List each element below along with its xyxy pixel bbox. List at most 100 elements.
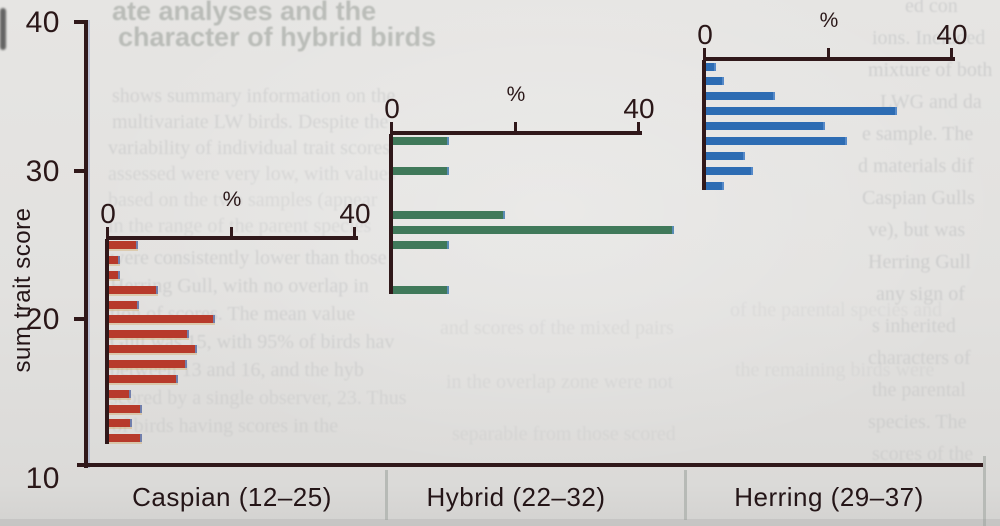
histogram-bar: [109, 315, 215, 323]
ghost-text-fragment: s inherited: [872, 315, 956, 337]
ghost-text-fragment: multivariate LW birds. Despite the: [112, 111, 389, 133]
page-edge-smudge: [0, 8, 6, 50]
ghost-text-fragment: species. The: [868, 411, 967, 433]
ghost-text-fragment: in the overlap zone were not: [446, 371, 674, 393]
y-axis-tick-label: 20: [25, 303, 60, 336]
ghost-text-fragment: scores of the: [872, 443, 974, 465]
histogram-bar: [109, 434, 142, 442]
histogram-bar: [393, 167, 449, 175]
y-axis-line: [84, 20, 88, 468]
histogram-bar: [109, 301, 139, 309]
ghost-text-fragment: shows summary information on the: [112, 85, 396, 107]
histogram-bar: [109, 390, 131, 398]
histogram-bar: [109, 345, 197, 353]
histogram-bar: [109, 405, 142, 413]
y-axis-tick: [74, 169, 86, 173]
percent-axis-unit-label: %: [819, 9, 839, 32]
ghost-text-fragment: and scores of the mixed pairs: [440, 317, 674, 339]
ghost-text-fragment: ate analyses and the: [112, 0, 377, 26]
ghost-text-fragment: were consistently lower than those: [110, 247, 387, 269]
percent-axis-tick: [514, 122, 517, 133]
histogram-bar: [706, 77, 724, 85]
y-axis-tick-label: 10: [25, 462, 60, 495]
ghost-text-fragment: e sample. The: [862, 123, 974, 145]
histogram-bar: [706, 167, 753, 175]
ghost-text-fragment: the remaining birds were: [735, 359, 935, 381]
percent-axis-line: [390, 131, 642, 135]
percent-axis-line: [106, 236, 358, 240]
percent-axis-zero-label: 0: [100, 198, 116, 229]
percent-axis-tick: [230, 227, 233, 238]
ghost-text-fragment: any sign of: [876, 283, 965, 305]
scan-bottom-edge: [0, 519, 1000, 526]
histogram-spine: [389, 134, 393, 294]
group-separator: [684, 470, 687, 520]
ghost-text-fragment: Herring Gull: [868, 251, 971, 273]
ghost-text-fragment: character of hybrid birds: [118, 22, 437, 52]
y-axis-tick-label: 40: [25, 6, 60, 39]
ghost-text-fragment: separable from those scored: [452, 423, 676, 445]
histogram-bar: [706, 137, 847, 145]
group-label: Hybrid (22–32): [426, 482, 606, 512]
histogram-bar: [109, 375, 178, 383]
histogram-bar: [706, 182, 724, 190]
figure-right-edge: [983, 456, 986, 526]
percent-axis-tick: [106, 227, 109, 238]
percent-axis-unit-label: %: [222, 188, 242, 211]
percent-axis-tick: [950, 48, 953, 59]
group-label: Herring (29–37): [734, 482, 924, 512]
histogram-spine: [105, 239, 109, 444]
histogram-bar: [393, 211, 505, 219]
ghost-text-fragment: scored by a single observer, 23. Thus: [110, 387, 407, 409]
histogram-bar: [706, 63, 716, 71]
ghost-text-fragment: mixture of both: [868, 59, 993, 81]
group-label: Caspian (12–25): [132, 482, 332, 512]
ghost-text-fragment: d materials dif: [858, 155, 974, 177]
percent-axis-tick: [827, 48, 830, 59]
histogram-bar: [109, 286, 158, 294]
histogram-bar: [109, 360, 187, 368]
histogram-bar: [109, 419, 132, 427]
histogram-bar: [109, 330, 189, 338]
histogram-bar: [393, 137, 449, 145]
histogram-bar: [109, 271, 120, 279]
ghost-text-fragment: of birds having scores in the: [112, 415, 339, 437]
percent-axis-tick: [390, 122, 393, 133]
ghost-text-fragment: of the parental species and: [730, 299, 943, 321]
histogram-spine: [702, 60, 706, 190]
ghost-text-fragment: the parental: [872, 379, 966, 401]
histogram-bar: [393, 226, 674, 234]
percent-axis-tick: [353, 227, 356, 238]
y-axis-tick-label: 30: [25, 155, 60, 188]
ghost-text-fragment: assessed were very low, with values: [108, 163, 396, 185]
percent-axis-unit-label: %: [506, 83, 526, 106]
percent-axis-max-label: 40: [936, 19, 968, 50]
y-axis-tick: [74, 20, 86, 24]
ghost-text-fragment: characters of: [868, 347, 971, 369]
histogram-bar: [109, 256, 120, 264]
ghost-text-fragment: Caspian Gulls: [862, 187, 975, 209]
histogram-bar: [393, 241, 449, 249]
percent-axis-tick: [703, 48, 706, 59]
ghost-text-fragment: variability of individual trait scores: [108, 137, 391, 159]
y-axis-title: sum trait score: [9, 207, 36, 373]
histogram-bar: [706, 152, 745, 160]
histogram-bar: [706, 92, 775, 100]
percent-axis-zero-label: 0: [384, 93, 400, 124]
ghost-text-fragment: ed con: [905, 0, 958, 17]
histogram-bar: [109, 241, 138, 249]
histogram-bar: [706, 122, 825, 130]
histogram-bar: [706, 107, 897, 115]
percent-axis-max-label: 40: [623, 93, 655, 124]
percent-axis-max-label: 40: [339, 198, 371, 229]
histogram-bar: [393, 286, 449, 294]
y-axis-tick: [74, 317, 86, 321]
x-baseline: [77, 463, 985, 467]
group-separator: [385, 470, 388, 520]
ghost-text-fragment: ve), but was: [868, 219, 966, 241]
percent-axis-tick: [637, 122, 640, 133]
percent-axis-zero-label: 0: [697, 19, 713, 50]
percent-axis-line: [703, 57, 955, 61]
